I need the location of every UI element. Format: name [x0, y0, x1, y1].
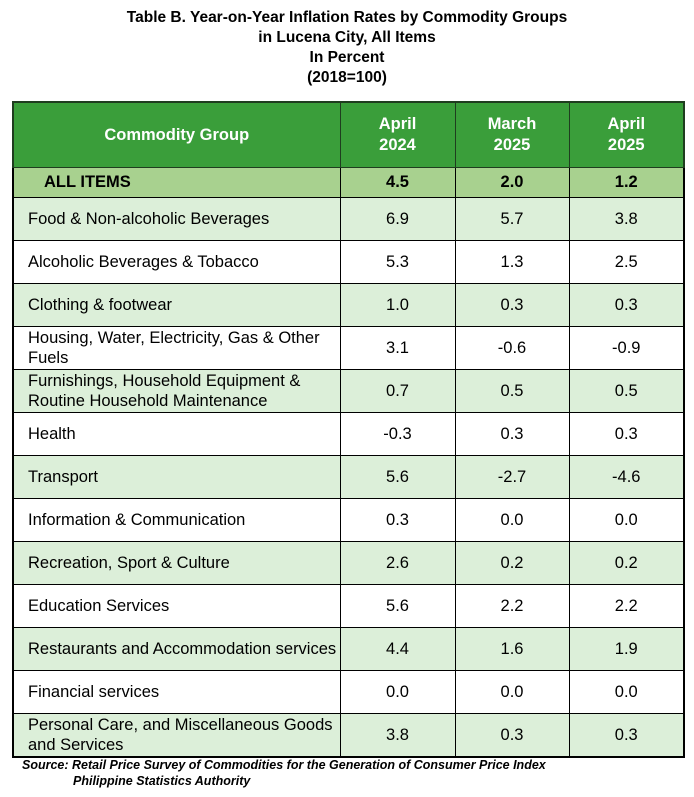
source-note: Source: Retail Price Survey of Commoditi…	[22, 757, 546, 789]
commodity-name: Information & Communication	[12, 498, 341, 542]
commodity-name: Furnishings, Household Equipment & Routi…	[12, 369, 341, 413]
value-march-2025: 2.2	[454, 584, 570, 628]
table-row: Information & Communication 0.3 0.0 0.0	[12, 498, 685, 542]
value-april-2025: 2.2	[568, 584, 685, 628]
commodity-name: Clothing & footwear	[12, 283, 341, 327]
value-april-2025: 0.3	[568, 283, 685, 327]
header-march-2025-month: March	[487, 115, 537, 133]
value-april-2024: 6.9	[339, 197, 456, 241]
value-april-2024: 3.1	[339, 326, 456, 370]
value-april-2024: -0.3	[339, 412, 456, 456]
commodity-name: Alcoholic Beverages & Tobacco	[12, 240, 341, 284]
header-commodity-group: Commodity Group	[12, 101, 341, 168]
header-march-2025: March 2025	[454, 101, 570, 168]
value-april-2024: 0.0	[339, 670, 456, 714]
value-march-2025: 1.3	[454, 240, 570, 284]
table-row: Food & Non-alcoholic Beverages 6.9 5.7 3…	[12, 197, 685, 241]
commodity-name: Health	[12, 412, 341, 456]
header-april-2024-month: April	[378, 115, 417, 133]
table-row: Health -0.3 0.3 0.3	[12, 412, 685, 456]
commodity-name: Housing, Water, Electricity, Gas & Other…	[12, 326, 341, 370]
commodity-name: Recreation, Sport & Culture	[12, 541, 341, 585]
table-title: Table B. Year-on-Year Inflation Rates by…	[0, 8, 694, 88]
table-row: Clothing & footwear 1.0 0.3 0.3	[12, 283, 685, 327]
all-items-row: ALL ITEMS 4.5 2.0 1.2	[12, 167, 685, 198]
value-march-2025: -0.6	[454, 326, 570, 370]
table-row: Financial services 0.0 0.0 0.0	[12, 670, 685, 714]
value-april-2024: 1.0	[339, 283, 456, 327]
commodity-name: Transport	[12, 455, 341, 499]
value-april-2024: 5.6	[339, 584, 456, 628]
value-march-2025: 0.3	[454, 412, 570, 456]
table-row: Transport 5.6 -2.7 -4.6	[12, 455, 685, 499]
header-april-2025: April 2025	[568, 101, 685, 168]
all-items-label: ALL ITEMS	[12, 167, 341, 198]
value-march-2025: 0.3	[454, 713, 570, 758]
table-row: Restaurants and Accommodation services 4…	[12, 627, 685, 671]
value-april-2025: 3.8	[568, 197, 685, 241]
title-line-1: Table B. Year-on-Year Inflation Rates by…	[126, 9, 568, 26]
value-april-2025: 0.0	[568, 670, 685, 714]
table-row: Recreation, Sport & Culture 2.6 0.2 0.2	[12, 541, 685, 585]
value-april-2024: 0.7	[339, 369, 456, 413]
table-row: Personal Care, and Miscellaneous Goods a…	[12, 713, 685, 758]
value-march-2025: 0.0	[454, 670, 570, 714]
value-april-2025: 0.5	[568, 369, 685, 413]
value-april-2024: 3.8	[339, 713, 456, 758]
all-items-april-2024: 4.5	[339, 167, 456, 198]
commodity-name: Personal Care, and Miscellaneous Goods a…	[12, 713, 341, 758]
table-row: Education Services 5.6 2.2 2.2	[12, 584, 685, 628]
value-april-2024: 4.4	[339, 627, 456, 671]
value-april-2025: -0.9	[568, 326, 685, 370]
table-row: Furnishings, Household Equipment & Routi…	[12, 369, 685, 413]
value-march-2025: 0.2	[454, 541, 570, 585]
all-items-april-2025: 1.2	[568, 167, 685, 198]
title-line-4: (2018=100)	[307, 69, 387, 86]
source-line-1: Source: Retail Price Survey of Commoditi…	[22, 758, 546, 772]
value-april-2024: 5.3	[339, 240, 456, 284]
header-april-2024-year: 2024	[379, 136, 416, 154]
value-march-2025: 0.5	[454, 369, 570, 413]
commodity-name: Food & Non-alcoholic Beverages	[12, 197, 341, 241]
header-april-2025-year: 2025	[607, 136, 645, 154]
value-april-2025: 0.2	[568, 541, 685, 585]
commodity-name: Education Services	[12, 584, 341, 628]
value-april-2025: 2.5	[568, 240, 685, 284]
all-items-march-2025: 2.0	[454, 167, 570, 198]
value-april-2025: 0.3	[568, 412, 685, 456]
commodity-name: Financial services	[12, 670, 341, 714]
value-march-2025: 0.0	[454, 498, 570, 542]
value-april-2025: -4.6	[568, 455, 685, 499]
value-march-2025: 5.7	[454, 197, 570, 241]
value-april-2024: 0.3	[339, 498, 456, 542]
value-march-2025: -2.7	[454, 455, 570, 499]
value-march-2025: 1.6	[454, 627, 570, 671]
value-april-2024: 5.6	[339, 455, 456, 499]
header-march-2025-year: 2025	[493, 136, 531, 154]
commodity-name: Restaurants and Accommodation services	[12, 627, 341, 671]
header-row: Commodity Group April 2024 March 2025 Ap…	[12, 101, 685, 168]
value-april-2025: 1.9	[568, 627, 685, 671]
header-april-2025-month: April	[607, 115, 646, 133]
inflation-table: Commodity Group April 2024 March 2025 Ap…	[12, 101, 685, 758]
source-line-2: Philippine Statistics Authority	[73, 774, 251, 788]
value-april-2024: 2.6	[339, 541, 456, 585]
value-april-2025: 0.3	[568, 713, 685, 758]
value-march-2025: 0.3	[454, 283, 570, 327]
title-line-2: in Lucena City, All Items	[258, 29, 436, 46]
table-row: Housing, Water, Electricity, Gas & Other…	[12, 326, 685, 370]
header-april-2024: April 2024	[339, 101, 456, 168]
value-april-2025: 0.0	[568, 498, 685, 542]
table-row: Alcoholic Beverages & Tobacco 5.3 1.3 2.…	[12, 240, 685, 284]
title-line-3: In Percent	[309, 49, 385, 66]
